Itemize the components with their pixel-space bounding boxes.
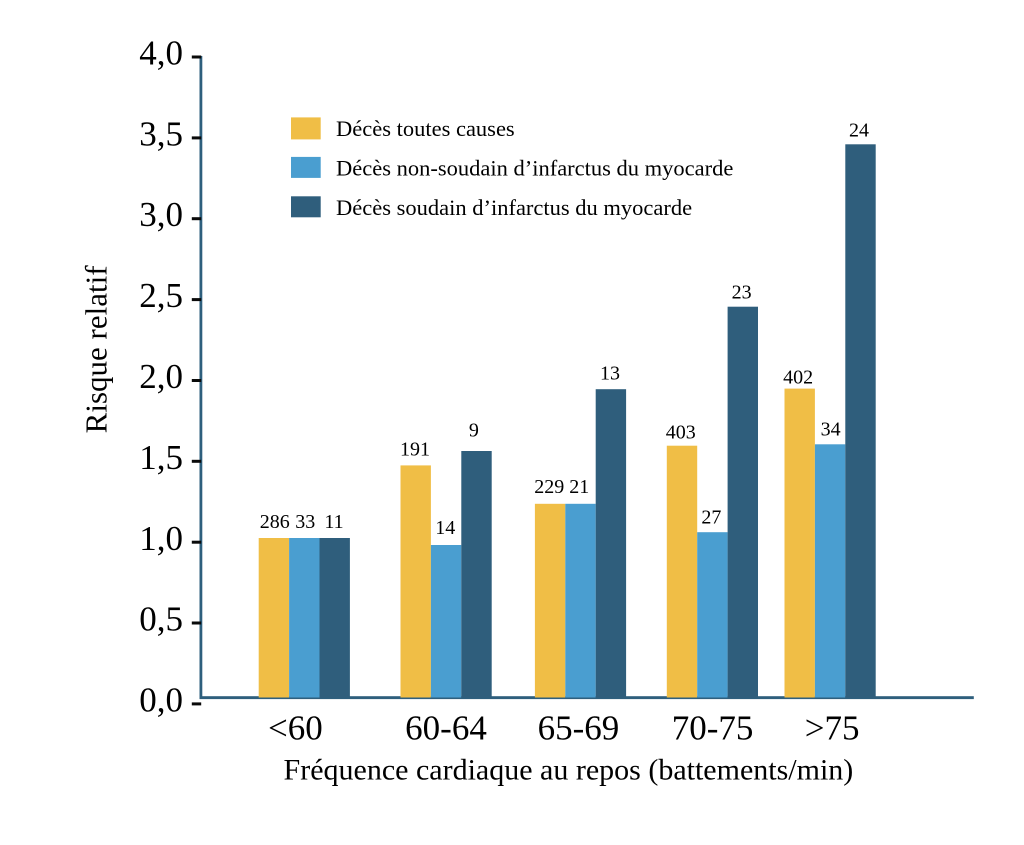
svg-text:65-69: 65-69 [538,708,620,747]
svg-text:60-64: 60-64 [405,708,487,747]
svg-text:3,5: 3,5 [139,114,183,153]
svg-text:Fréquence cardiaque au repos (: Fréquence cardiaque au repos (battements… [284,754,854,787]
svg-text:21: 21 [569,476,589,498]
svg-text:4,0: 4,0 [139,34,183,73]
svg-text:33: 33 [295,511,315,533]
svg-text:>75: >75 [805,708,860,747]
svg-text:229: 229 [534,476,564,498]
svg-text:70-75: 70-75 [672,708,754,747]
svg-text:191: 191 [400,438,430,460]
svg-text:23: 23 [732,281,752,303]
svg-text:402: 402 [783,366,813,388]
svg-text:11: 11 [324,511,343,533]
svg-text:286: 286 [260,511,290,533]
svg-text:0,5: 0,5 [139,600,183,639]
svg-text:403: 403 [666,422,696,444]
svg-text:2,5: 2,5 [139,276,183,315]
svg-text:Décès toutes causes: Décès toutes causes [336,116,515,141]
svg-text:34: 34 [821,418,841,440]
svg-text:24: 24 [849,119,869,141]
svg-text:1,0: 1,0 [139,519,183,558]
svg-text:13: 13 [600,362,620,384]
svg-text:0,0: 0,0 [139,681,183,720]
svg-text:Décès soudain d’infarctus du m: Décès soudain d’infarctus du myocarde [336,195,692,220]
svg-text:14: 14 [435,517,455,539]
svg-text:Risque relatif: Risque relatif [79,265,114,434]
svg-text:Décès non-soudain d’infarctus: Décès non-soudain d’infarctus du myocard… [336,156,733,181]
svg-text:2,0: 2,0 [139,357,183,396]
svg-text:27: 27 [701,507,721,529]
svg-text:1,5: 1,5 [139,438,183,477]
svg-text:<60: <60 [268,708,323,747]
svg-text:3,0: 3,0 [139,195,183,234]
svg-text:9: 9 [469,419,479,441]
